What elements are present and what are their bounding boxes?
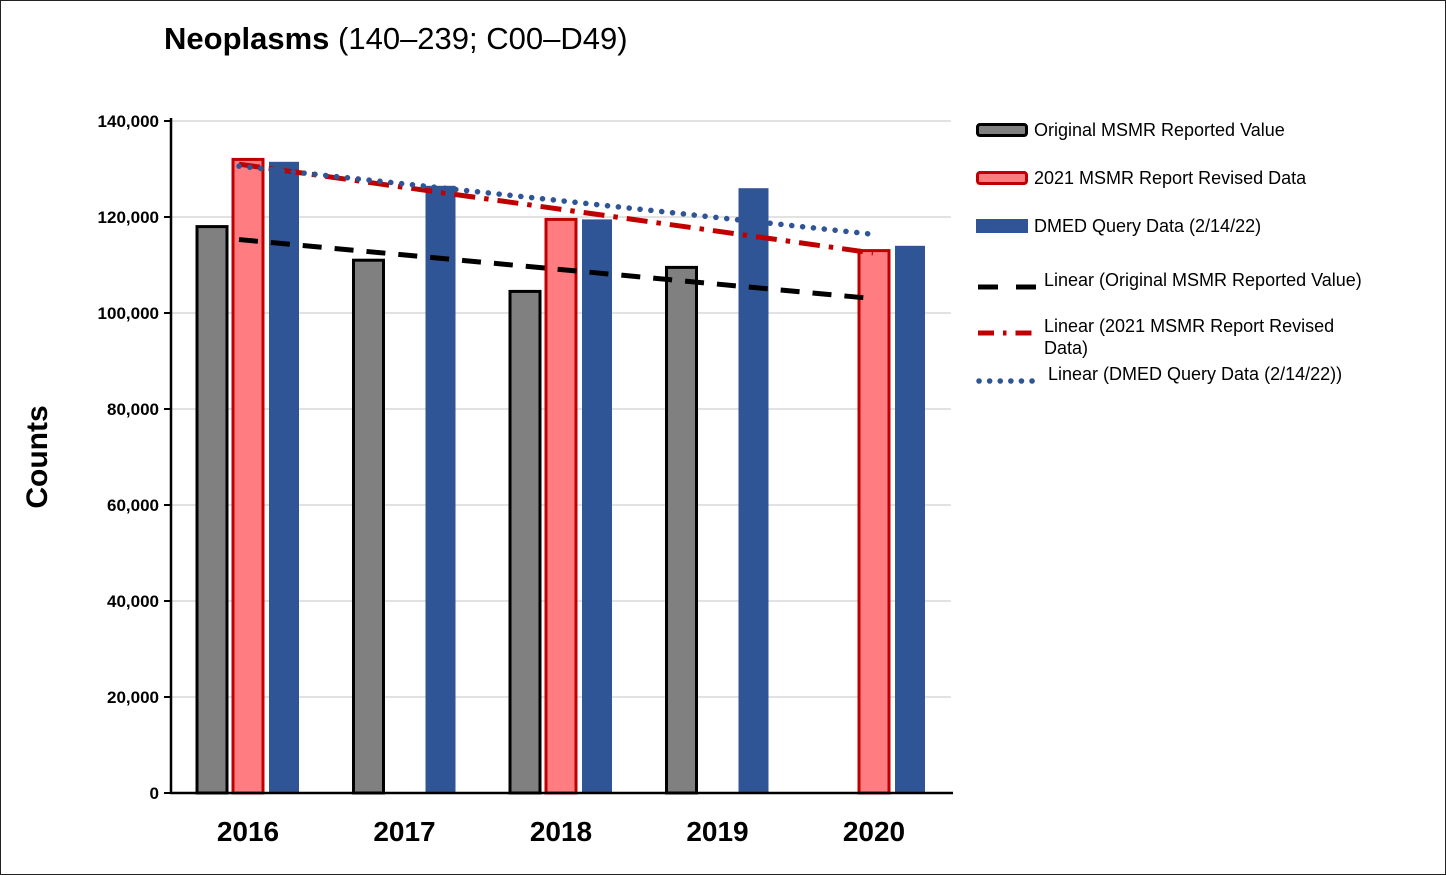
red-dashdot-line-swatch-icon: [976, 321, 1038, 343]
x-axis-label: 2016: [217, 816, 279, 847]
bar-2017-series-2: [425, 185, 456, 794]
bar-2018-series-0: [508, 289, 542, 795]
y-tick-label: 140,000: [98, 112, 159, 131]
bar-2016-series-2: [269, 161, 299, 794]
y-tick-label: 0: [150, 784, 159, 803]
bar-2017-series-0: [352, 258, 385, 795]
legend-item-2021-msmr-revised: 2021 MSMR Report Revised Data: [976, 167, 1306, 189]
legend-label: 2021 MSMR Report Revised Data: [1034, 168, 1307, 188]
red-bar-swatch-icon: [976, 171, 1028, 185]
blue-dotted-line-swatch-icon: [976, 369, 1043, 391]
chart-title-rest: (140–239; C00–D49): [329, 21, 628, 56]
y-tick-label: 80,000: [107, 400, 159, 419]
bar-2019-series-2: [738, 188, 769, 793]
x-axis-label: 2020: [843, 816, 905, 847]
chart-legend: Original MSMR Reported Value 2021 MSMR R…: [976, 1, 1442, 421]
trendline-dotted: [236, 163, 876, 238]
y-axis-title: Counts: [21, 405, 54, 508]
bar-2020-series-2: [895, 245, 925, 794]
y-tick-label: 60,000: [107, 496, 159, 515]
bar-chart-plot: 0 20,000 40,000 60,000 80,000 100,000 120,000 1…: [21, 112, 953, 847]
bar-2016-series-1: [231, 157, 265, 795]
y-tick-label: 120,000: [98, 208, 159, 227]
legend-item-dmed-query: DMED Query Data (2/14/22): [976, 215, 1261, 237]
bar-2020-series-1: [857, 249, 891, 795]
legend-item-linear-2021-revised: Linear (2021 MSMR Report Revised Data): [976, 315, 1334, 359]
x-axis-label: 2019: [686, 816, 748, 847]
legend-item-linear-dmed: Linear (DMED Query Data (2/14/22)): [976, 363, 1342, 391]
legend-item-linear-original: Linear (Original MSMR Reported Value): [976, 269, 1362, 297]
legend-label: DMED Query Data (2/14/22): [1034, 216, 1262, 236]
bar-2019-series-0: [665, 265, 698, 795]
x-axis-label: 2017: [373, 816, 435, 847]
trendline-dashdot: [238, 161, 874, 256]
gray-bar-swatch-icon: [976, 123, 1028, 137]
bar-2018-series-1: [544, 217, 578, 795]
blue-bar-swatch-icon: [976, 219, 1028, 233]
legend-label-line1: Linear (2021 MSMR Report Revised: [1044, 316, 1335, 336]
legend-label: Original MSMR Reported Value: [1034, 120, 1285, 140]
legend-label: Linear (DMED Query Data (2/14/22)): [1048, 364, 1343, 384]
bar-2018-series-2: [582, 219, 612, 793]
y-tick-label: 100,000: [98, 304, 159, 323]
legend-label: Linear (Original MSMR Reported Value): [1044, 270, 1362, 290]
legend-item-original-msmr: Original MSMR Reported Value: [976, 119, 1285, 141]
chart-title: Neoplasms (140–239; C00–D49): [164, 21, 628, 57]
y-tick-label: 40,000: [107, 592, 159, 611]
trendline-dashed: [238, 237, 874, 302]
black-dashed-line-swatch-icon: [976, 275, 1038, 297]
legend-label-line2: Data): [1044, 338, 1089, 358]
bar-2016-series-0: [195, 225, 229, 795]
y-tick-label: 20,000: [107, 688, 159, 707]
chart-title-bold: Neoplasms: [164, 21, 330, 56]
x-axis-label: 2018: [530, 816, 592, 847]
